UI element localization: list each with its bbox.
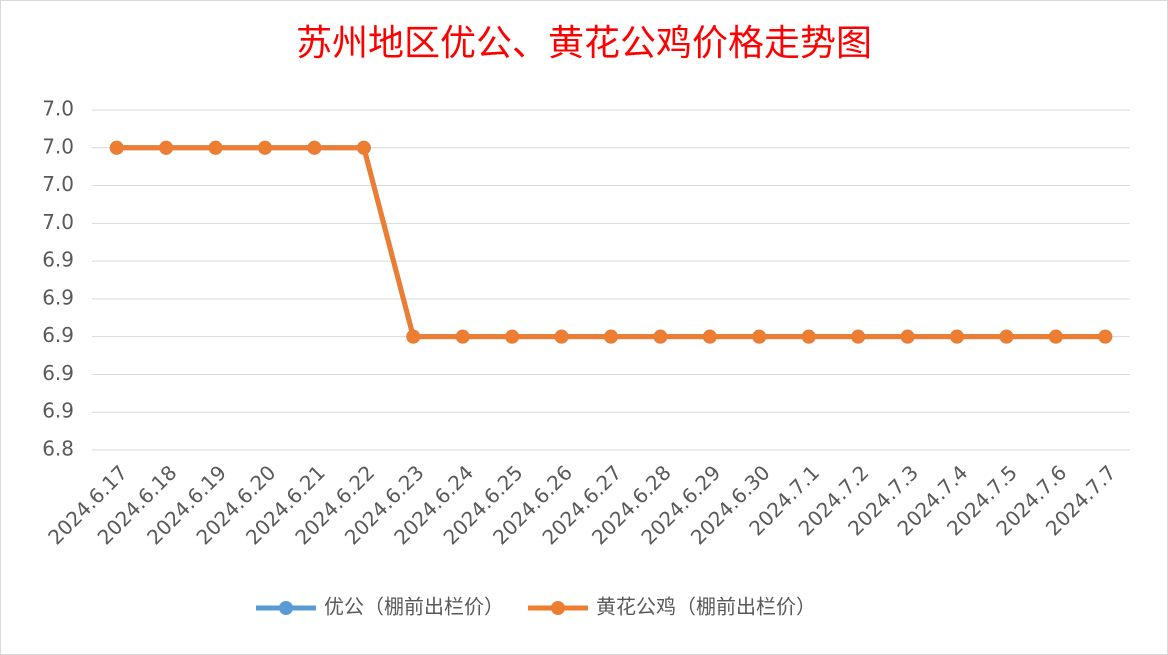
y-tick-label: 6.9	[42, 323, 74, 347]
chart-title: 苏州地区优公、黄花公鸡价格走势图	[296, 23, 872, 64]
data-point	[1048, 329, 1063, 344]
y-tick-label: 6.9	[42, 285, 74, 309]
data-point	[752, 329, 767, 344]
legend-label: 黄花公鸡（棚前出栏价）	[596, 595, 816, 619]
data-point	[208, 140, 223, 155]
data-point	[702, 329, 717, 344]
y-tick-label: 6.8	[42, 437, 74, 461]
data-point	[900, 329, 915, 344]
legend-marker	[551, 601, 565, 615]
y-tick-label: 6.9	[42, 399, 74, 423]
legend-marker	[279, 601, 293, 615]
y-tick-label: 6.9	[42, 248, 74, 272]
data-point	[455, 329, 470, 344]
data-point	[406, 329, 421, 344]
data-point	[1098, 329, 1113, 344]
data-point	[604, 329, 618, 344]
y-tick-label: 7.0	[42, 134, 74, 158]
y-tick-label: 7.0	[42, 172, 74, 196]
data-point	[356, 140, 371, 155]
y-tick-label: 7.0	[42, 210, 74, 234]
data-point	[307, 140, 322, 155]
data-point	[950, 329, 964, 344]
data-point	[109, 140, 124, 155]
data-point	[653, 329, 668, 344]
data-point	[505, 329, 520, 344]
legend-label: 优公（棚前出栏价）	[324, 595, 504, 619]
data-point	[554, 329, 569, 344]
y-tick-label: 7.0	[42, 97, 74, 121]
data-point	[999, 329, 1014, 344]
data-point	[851, 329, 866, 344]
data-point	[159, 140, 174, 155]
data-point	[258, 140, 272, 155]
data-point	[801, 329, 816, 344]
y-tick-label: 6.9	[42, 361, 74, 385]
